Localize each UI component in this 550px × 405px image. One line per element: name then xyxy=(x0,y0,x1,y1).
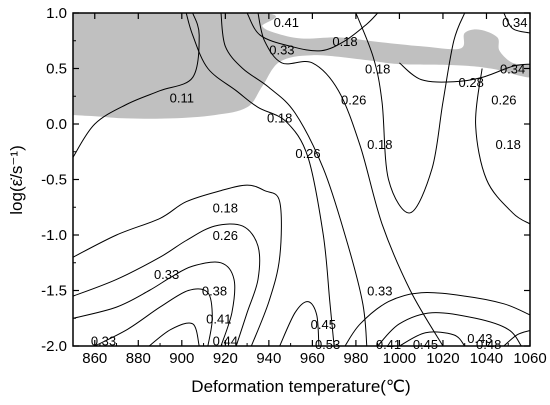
contour-label: 0.33 xyxy=(154,267,179,282)
y-tick-label: 0.0 xyxy=(46,116,67,133)
contour-line-9 xyxy=(475,68,530,225)
contour-label: 0.45 xyxy=(311,317,336,332)
contour-label: 0.26 xyxy=(213,228,238,243)
contour-line-12 xyxy=(73,261,236,346)
y-tick-label: -2.0 xyxy=(41,338,67,355)
contour-label: 0.33 xyxy=(269,43,294,58)
contour-label: 0.18 xyxy=(496,137,521,152)
contour-label: 0.53 xyxy=(315,337,340,352)
contour-label: 0.26 xyxy=(341,93,366,108)
x-axis-label: Deformation temperature(℃) xyxy=(191,377,410,396)
contour-label: 0.11 xyxy=(170,90,194,105)
instability-region-layer xyxy=(73,13,530,119)
contour-line-19 xyxy=(503,330,530,346)
contour-label: 0.38 xyxy=(202,284,227,299)
y-tick-label: -1.0 xyxy=(41,227,67,244)
x-tick-label: 940 xyxy=(256,350,281,367)
contour-label: 0.41 xyxy=(206,311,231,326)
contour-label: 0.18 xyxy=(213,200,238,215)
contour-line-5 xyxy=(246,13,379,52)
contour-label: 0.18 xyxy=(267,110,292,125)
contour-line-16 xyxy=(344,292,530,346)
contour-line-8 xyxy=(503,13,530,34)
x-tick-label: 920 xyxy=(213,350,238,367)
contour-label: 0.41 xyxy=(274,15,299,30)
contour-label: 0.33 xyxy=(91,334,116,349)
x-tick-label: 1060 xyxy=(513,350,546,367)
contour-line-3 xyxy=(220,13,368,346)
contour-labels-layer: 0.41 0.33 0.18 0.34 0.18 0.34 0.28 0.11 0.26 0.26… xyxy=(91,15,528,352)
instability-region xyxy=(73,13,530,119)
y-tick-label: 1.0 xyxy=(46,5,67,22)
x-tick-label: 900 xyxy=(169,350,194,367)
contour-label: 0.48 xyxy=(476,337,501,352)
contour-label: 0.33 xyxy=(367,284,392,299)
contour-line-13 xyxy=(94,288,213,346)
contour-label: 0.18 xyxy=(332,34,357,49)
y-tick-label: 0.5 xyxy=(46,61,67,78)
contour-line-7 xyxy=(399,62,530,83)
contour-line-18 xyxy=(399,331,466,346)
contour-line-15 xyxy=(279,301,320,346)
contour-label: 0.28 xyxy=(459,75,484,90)
contour-line-6 xyxy=(355,13,466,214)
y-tick-label: -0.5 xyxy=(41,172,67,189)
x-tick-label: 860 xyxy=(82,350,107,367)
contour-label: 0.18 xyxy=(365,62,390,77)
y-tick-label: -1.5 xyxy=(41,283,67,300)
contour-label: 0.18 xyxy=(367,137,392,152)
contour-line-11 xyxy=(73,223,261,346)
y-axis-label: log(ε̇/s⁻¹) xyxy=(7,145,26,214)
x-tick-label: 980 xyxy=(343,350,368,367)
contour-label: 0.26 xyxy=(295,146,320,161)
contour-line-17 xyxy=(377,312,522,346)
contour-label: 0.34 xyxy=(500,62,525,77)
x-tick-label: 1040 xyxy=(470,350,503,367)
x-tick-label: 1020 xyxy=(426,350,459,367)
contour-label: 0.26 xyxy=(491,93,516,108)
contour-line-14 xyxy=(148,322,200,346)
x-tick-label: 960 xyxy=(300,350,325,367)
contour-label: 0.34 xyxy=(502,15,527,30)
contour-line-10 xyxy=(73,184,282,346)
x-tick-label: 880 xyxy=(126,350,151,367)
contour-line-2 xyxy=(185,13,335,346)
contour-label: 0.41 xyxy=(376,337,401,352)
axis-ticks-layer: 860 880 900 920 940 960 980 1000 1020 1040 1060 1.0… xyxy=(41,5,547,367)
contour-lines-layer xyxy=(73,13,530,346)
contour-line-4 xyxy=(257,13,444,346)
x-tick-label: 1000 xyxy=(383,350,416,367)
contour-line-1 xyxy=(73,13,200,158)
contour-label: 0.45 xyxy=(413,337,438,352)
